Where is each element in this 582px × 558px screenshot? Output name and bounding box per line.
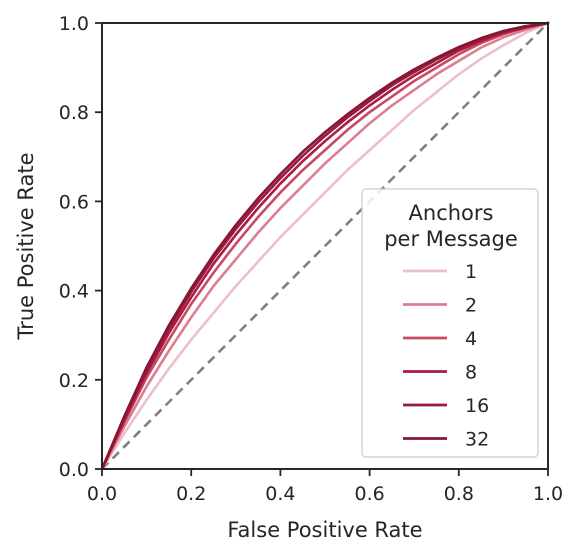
- y-tick-label: 0.0: [59, 459, 89, 481]
- x-tick-label: 0.2: [176, 483, 206, 505]
- legend-label-16: 16: [465, 395, 489, 417]
- x-tick-label: 1.0: [533, 483, 563, 505]
- legend-label-1: 1: [465, 261, 477, 283]
- legend-label-8: 8: [465, 362, 477, 384]
- y-tick-label: 0.4: [59, 281, 89, 303]
- series-line-8: [100, 21, 550, 471]
- legend: Anchors per Message 1 2 4 8 16 32: [361, 188, 539, 458]
- x-tick-label: 0.0: [87, 483, 117, 505]
- series-line-4: [100, 21, 550, 471]
- series-line-1: [100, 21, 550, 471]
- legend-label-2: 2: [465, 295, 477, 317]
- x-axis-label: False Positive Rate: [227, 518, 422, 542]
- legend-title-line-2: per Message: [384, 227, 518, 251]
- x-axis: 0.0 0.2 0.4 0.6 0.8 1.0: [87, 469, 563, 505]
- y-axis: 0.0 0.2 0.4 0.6 0.8 1.0: [59, 13, 102, 481]
- y-axis-label: True Positive Rate: [14, 152, 38, 340]
- series-line-32: [100, 21, 550, 471]
- y-tick-label: 0.2: [59, 370, 89, 392]
- reference-layer: [101, 22, 549, 470]
- plot-frame: [101, 22, 549, 470]
- y-tick-label: 1.0: [59, 13, 89, 35]
- x-tick-label: 0.4: [265, 483, 295, 505]
- x-tick-label: 0.6: [354, 483, 384, 505]
- reference-diagonal-line: [101, 22, 549, 470]
- y-tick-label: 0.6: [59, 191, 89, 213]
- x-tick-label: 0.8: [444, 483, 474, 505]
- legend-entries: 1 2 4 8 16 32: [403, 261, 489, 451]
- series-line-2: [100, 21, 550, 471]
- legend-title-line-1: Anchors: [409, 201, 494, 225]
- series-layer: [100, 21, 550, 471]
- y-tick-label: 0.8: [59, 102, 89, 124]
- legend-label-32: 32: [465, 429, 489, 451]
- legend-label-4: 4: [465, 328, 477, 350]
- legend-box: [361, 188, 539, 458]
